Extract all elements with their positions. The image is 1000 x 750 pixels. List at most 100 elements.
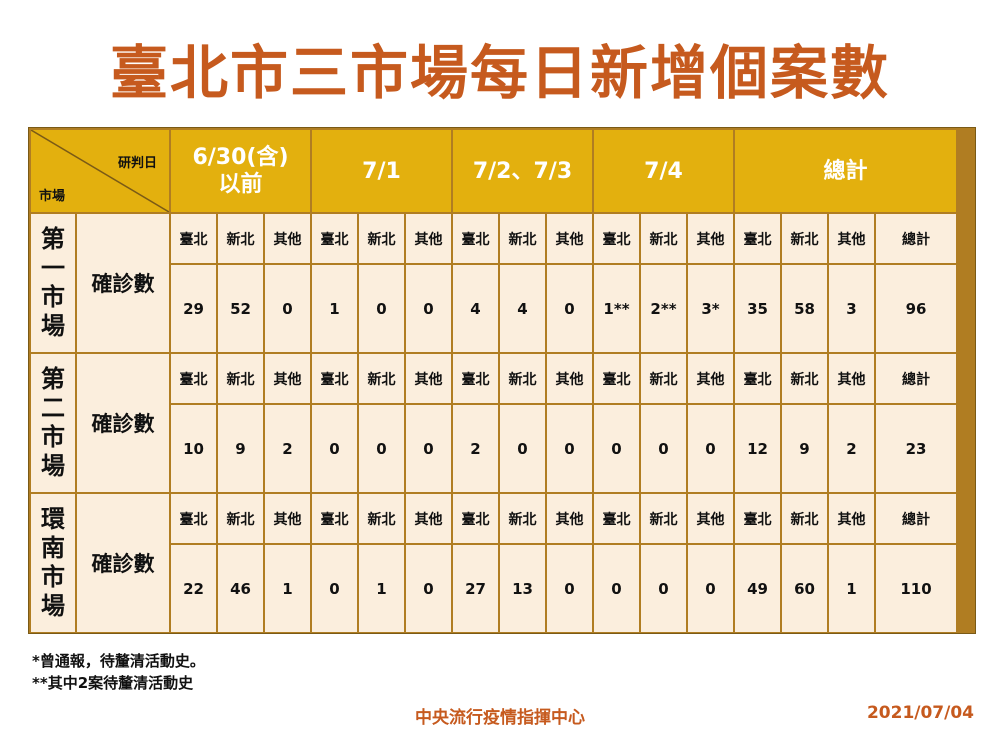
- market-name-2: 環南市場: [31, 494, 75, 632]
- date-header-2: 7/2、7/3: [453, 130, 592, 212]
- corner-diagonal: [31, 130, 169, 212]
- value-cell: 2: [829, 405, 874, 492]
- market-name-char: 第: [41, 225, 65, 253]
- sub-header: 新北: [782, 354, 827, 403]
- value-cell: 1: [265, 545, 310, 632]
- market-name-char: 市: [41, 563, 65, 591]
- sub-header: 總計: [876, 494, 956, 543]
- sub-header: 臺北: [453, 214, 498, 263]
- value-cell: 0: [547, 405, 592, 492]
- value-cell: 0: [594, 405, 639, 492]
- sub-header: 其他: [406, 214, 451, 263]
- value-cell: 58: [782, 265, 827, 352]
- sub-header: 臺北: [735, 494, 780, 543]
- sub-header: 其他: [829, 354, 874, 403]
- market-name-char: 市: [41, 423, 65, 451]
- sub-header: 臺北: [453, 354, 498, 403]
- value-cell: 52: [218, 265, 263, 352]
- sub-header: 臺北: [312, 354, 357, 403]
- value-cell: 13: [500, 545, 545, 632]
- page-title: 臺北市三市場每日新增個案數: [109, 39, 890, 107]
- sub-header: 臺北: [594, 354, 639, 403]
- cases-table: 研判日 市場 6/30(含) 以前 7/1 7/2、7/3 7/4 總計第一市場確診數臺…: [28, 127, 976, 634]
- sub-header: 新北: [500, 214, 545, 263]
- date-header-0: 6/30(含) 以前: [171, 130, 310, 212]
- market-name-char: 場: [41, 452, 65, 480]
- sub-header: 其他: [547, 354, 592, 403]
- value-cell: 10: [171, 405, 216, 492]
- sub-header: 其他: [829, 494, 874, 543]
- footer-org: 中央流行疫情指揮中心: [415, 708, 585, 728]
- sub-header: 新北: [218, 354, 263, 403]
- value-cell: 27: [453, 545, 498, 632]
- sub-header: 臺北: [594, 494, 639, 543]
- sub-header: 總計: [876, 214, 956, 263]
- value-cell: 96: [876, 265, 956, 352]
- value-cell: 9: [218, 405, 263, 492]
- sub-header: 臺北: [312, 494, 357, 543]
- sub-header: 新北: [641, 214, 686, 263]
- sub-header: 其他: [688, 494, 733, 543]
- sub-header: 新北: [500, 354, 545, 403]
- value-cell: 0: [406, 405, 451, 492]
- confirmed-label-2: 確診數: [77, 494, 169, 632]
- sub-header: 新北: [641, 494, 686, 543]
- value-cell: 1: [359, 545, 404, 632]
- value-cell: 0: [312, 545, 357, 632]
- value-cell: 0: [547, 265, 592, 352]
- value-cell: 0: [688, 545, 733, 632]
- sub-header: 臺北: [171, 214, 216, 263]
- value-cell: 4: [453, 265, 498, 352]
- value-cell: 1: [312, 265, 357, 352]
- value-cell: 23: [876, 405, 956, 492]
- market-name-char: 二: [41, 394, 65, 422]
- footnote-1: *曾通報，待釐清活動史。: [32, 652, 205, 670]
- sub-header: 新北: [218, 214, 263, 263]
- value-cell: 0: [641, 405, 686, 492]
- sub-header: 新北: [782, 494, 827, 543]
- value-cell: 3: [829, 265, 874, 352]
- value-cell: 35: [735, 265, 780, 352]
- sub-header: 其他: [829, 214, 874, 263]
- value-cell: 1: [829, 545, 874, 632]
- sub-header: 新北: [218, 494, 263, 543]
- market-name-1: 第二市場: [31, 354, 75, 492]
- market-name-char: 環: [41, 505, 65, 533]
- sub-header: 新北: [359, 214, 404, 263]
- value-cell: 0: [406, 265, 451, 352]
- market-name-char: 市: [41, 283, 65, 311]
- value-cell: 60: [782, 545, 827, 632]
- value-cell: 2: [453, 405, 498, 492]
- value-cell: 0: [641, 545, 686, 632]
- sub-header: 臺北: [171, 354, 216, 403]
- market-name-char: 場: [41, 312, 65, 340]
- value-cell: 0: [500, 405, 545, 492]
- value-cell: 2: [265, 405, 310, 492]
- sub-header: 新北: [500, 494, 545, 543]
- value-cell: 0: [312, 405, 357, 492]
- date-header-3: 7/4: [594, 130, 733, 212]
- sub-header: 新北: [782, 214, 827, 263]
- date-header-4: 總計: [735, 130, 956, 212]
- market-name-char: 南: [41, 534, 65, 562]
- sub-header: 新北: [359, 494, 404, 543]
- sub-header: 新北: [359, 354, 404, 403]
- value-cell: 12: [735, 405, 780, 492]
- confirmed-label-1: 確診數: [77, 354, 169, 492]
- sub-header: 臺北: [171, 494, 216, 543]
- value-cell: 110: [876, 545, 956, 632]
- sub-header: 其他: [547, 494, 592, 543]
- sub-header: 其他: [406, 494, 451, 543]
- market-name-0: 第一市場: [31, 214, 75, 352]
- value-cell: 1**: [594, 265, 639, 352]
- corner-header: 研判日 市場: [31, 130, 169, 212]
- value-cell: 22: [171, 545, 216, 632]
- sub-header: 其他: [265, 214, 310, 263]
- value-cell: 4: [500, 265, 545, 352]
- value-cell: 0: [359, 265, 404, 352]
- market-name-char: 第: [41, 365, 65, 393]
- value-cell: 2**: [641, 265, 686, 352]
- confirmed-label-0: 確診數: [77, 214, 169, 352]
- sub-header: 臺北: [594, 214, 639, 263]
- value-cell: 9: [782, 405, 827, 492]
